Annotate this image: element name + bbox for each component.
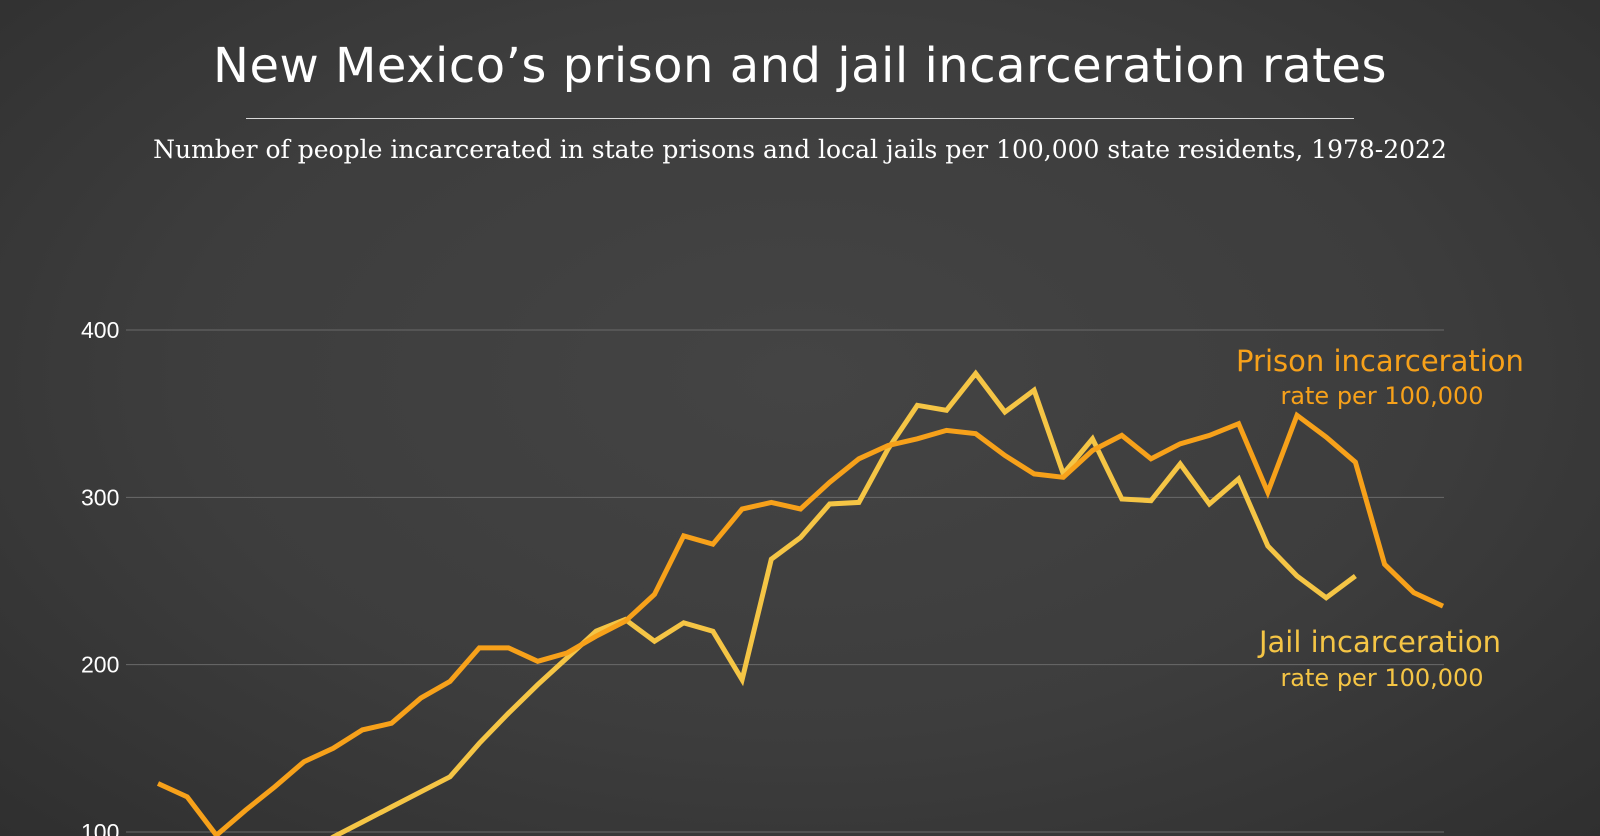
chart-title: New Mexico’s prison and jail incarcerati… [213,38,1387,94]
gridlines [126,329,1444,833]
y-tick-label-200: 200 [81,652,119,678]
jail-sublabel: rate per 100,000 [1280,664,1483,692]
jail-label: Jail incarceration [1257,625,1501,659]
y-tick-label-400: 400 [81,317,119,343]
title-divider [246,118,1354,119]
y-tick-label-100: 100 [81,819,119,836]
y-axis-ticks: 400 300 200 100 [81,317,119,836]
series-lines [156,369,1445,836]
y-tick-label-300: 300 [81,484,119,510]
prison-sublabel: rate per 100,000 [1280,382,1483,410]
prison-incarceration-series [156,411,1445,836]
prison-incarceration-line [156,411,1445,836]
prison-label: Prison incarceration [1236,344,1524,378]
jail-incarceration-line [330,369,1357,836]
chart-subtitle: Number of people incarcerated in state p… [153,135,1447,164]
series-labels: Prison incarceration rate per 100,000 Ja… [1236,344,1524,692]
jail-incarceration-series [330,369,1357,836]
